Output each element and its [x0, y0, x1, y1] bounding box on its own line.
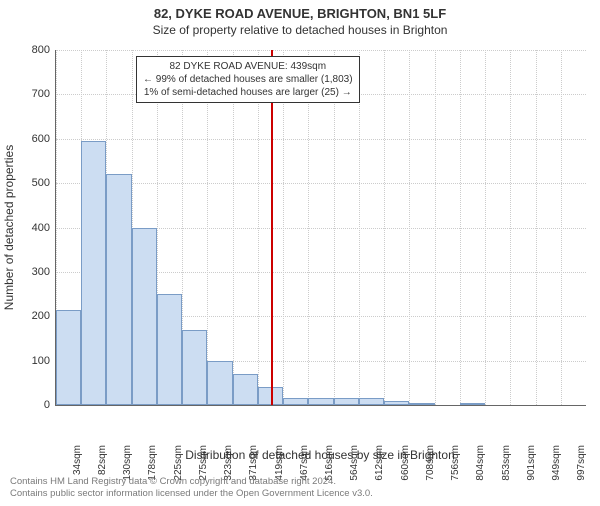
- gridline-v: [334, 50, 335, 405]
- y-tick-label: 600: [32, 133, 56, 145]
- y-tick-label: 0: [44, 399, 56, 411]
- histogram-bar: [283, 398, 308, 405]
- gridline-v: [536, 50, 537, 405]
- gridline-v: [258, 50, 259, 405]
- reference-line: [271, 50, 273, 405]
- gridline-v: [207, 50, 208, 405]
- gridline-v: [384, 50, 385, 405]
- y-tick-label: 800: [32, 44, 56, 56]
- gridline-v: [435, 50, 436, 405]
- histogram-bar: [409, 403, 434, 405]
- footer-line-2: Contains public sector information licen…: [10, 488, 373, 500]
- histogram-bar: [207, 361, 232, 405]
- histogram-bar: [384, 401, 409, 405]
- annotation-line-1: 82 DYKE ROAD AVENUE: 439sqm: [143, 60, 353, 73]
- histogram-bar: [157, 294, 182, 405]
- histogram-bar: [182, 330, 207, 405]
- gridline-h: [56, 183, 586, 184]
- y-tick-label: 200: [32, 310, 56, 322]
- footer-attribution: Contains HM Land Registry data © Crown c…: [10, 476, 373, 500]
- footer-line-1: Contains HM Land Registry data © Crown c…: [10, 476, 373, 488]
- histogram-bar: [359, 398, 384, 405]
- histogram-bar: [56, 310, 81, 405]
- annotation-line-3: 1% of semi-detached houses are larger (2…: [143, 86, 353, 99]
- y-tick-label: 100: [32, 355, 56, 367]
- histogram-bar: [106, 174, 131, 405]
- y-tick-label: 400: [32, 222, 56, 234]
- y-tick-label: 300: [32, 266, 56, 278]
- gridline-v: [308, 50, 309, 405]
- gridline-h: [56, 50, 586, 51]
- histogram-bar: [81, 141, 106, 405]
- gridline-v: [283, 50, 284, 405]
- gridline-v: [409, 50, 410, 405]
- plot-area: 010020030040050060070080034sqm82sqm130sq…: [55, 50, 586, 406]
- gridline-v: [460, 50, 461, 405]
- histogram-bar: [308, 398, 333, 405]
- x-axis-label: Distribution of detached houses by size …: [55, 448, 585, 462]
- gridline-v: [561, 50, 562, 405]
- histogram-bar: [460, 403, 485, 405]
- y-tick-label: 500: [32, 177, 56, 189]
- annotation-box: 82 DYKE ROAD AVENUE: 439sqm ← 99% of det…: [136, 56, 360, 103]
- histogram-bar: [334, 398, 359, 405]
- chart-frame: 82, DYKE ROAD AVENUE, BRIGHTON, BN1 5LF …: [0, 6, 600, 506]
- histogram-bar: [233, 374, 258, 405]
- y-tick-label: 700: [32, 88, 56, 100]
- gridline-v: [233, 50, 234, 405]
- chart-subtitle: Size of property relative to detached ho…: [0, 23, 600, 37]
- gridline-v: [485, 50, 486, 405]
- chart-title: 82, DYKE ROAD AVENUE, BRIGHTON, BN1 5LF: [0, 6, 600, 21]
- gridline-v: [359, 50, 360, 405]
- y-axis-label: Number of detached properties: [2, 50, 16, 405]
- gridline-h: [56, 139, 586, 140]
- histogram-bar: [132, 228, 157, 406]
- annotation-line-2: ← 99% of detached houses are smaller (1,…: [143, 73, 353, 86]
- gridline-v: [510, 50, 511, 405]
